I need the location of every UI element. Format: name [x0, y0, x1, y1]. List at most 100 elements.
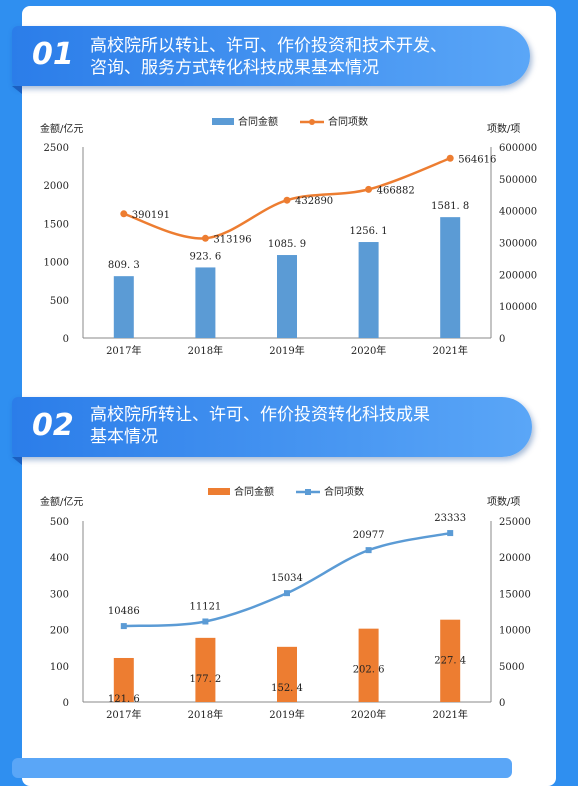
legend-swatch-bar	[212, 118, 234, 125]
legend-label: 合同项数	[328, 115, 368, 128]
legend-swatch-bar	[208, 488, 230, 495]
bar	[358, 242, 379, 338]
section-title-line: 咨询、服务方式转化科技成果基本情况	[90, 58, 379, 78]
right-tick-label: 15000	[499, 589, 531, 600]
section-title-line: 基本情况	[90, 427, 158, 447]
section-number: 01	[32, 37, 74, 72]
line-point	[447, 530, 454, 537]
left-tick-label: 2000	[44, 181, 69, 192]
line-data-label: 564616	[458, 154, 496, 165]
line-point	[283, 196, 291, 204]
right-axis-title: 项数/项	[487, 495, 520, 508]
section-title-line: 高校院所以转让、许可、作价投资和技术开发、	[90, 36, 447, 56]
x-tick-label: 2021年	[432, 708, 467, 721]
bar-data-label: 152. 4	[271, 683, 303, 694]
right-tick-label: 10000	[499, 626, 531, 637]
bar	[440, 619, 461, 702]
right-tick-label: 400000	[499, 207, 537, 218]
left-tick-label: 0	[63, 334, 69, 345]
line-point	[365, 547, 372, 554]
line-data-label: 11121	[189, 601, 221, 612]
right-tick-label: 600000	[499, 143, 537, 154]
bar	[277, 646, 297, 702]
left-tick-label: 1000	[44, 258, 69, 269]
left-tick-label: 0	[63, 698, 69, 709]
bar	[277, 255, 297, 338]
legend-label: 合同项数	[324, 485, 364, 498]
bar	[113, 657, 134, 702]
bar	[440, 217, 461, 338]
right-tick-label: 20000	[499, 553, 531, 564]
x-tick-label: 2021年	[432, 344, 467, 357]
bar-data-label: 809. 3	[108, 260, 140, 271]
x-tick-label: 2020年	[351, 708, 386, 721]
section-title: 高校院所以转让、许可、作价投资和技术开发、 咨询、服务方式转化科技成果基本情况	[90, 35, 447, 79]
line-point	[120, 210, 128, 218]
left-tick-label: 100	[50, 662, 69, 673]
left-tick-label: 500	[50, 296, 69, 307]
banner-fold	[12, 86, 22, 94]
right-tick-label: 5000	[499, 662, 524, 673]
legend-label: 合同金额	[238, 115, 278, 128]
x-tick-label: 2017年	[106, 708, 141, 721]
right-tick-label: 0	[499, 698, 505, 709]
right-tick-label: 200000	[499, 270, 537, 281]
legend-label: 合同金额	[234, 485, 274, 498]
line-data-label: 466882	[377, 185, 415, 196]
line-data-label: 10486	[108, 606, 140, 617]
right-axis-title: 项数/项	[487, 122, 520, 135]
right-tick-label: 100000	[499, 302, 537, 313]
left-axis-title: 金额/亿元	[40, 122, 83, 135]
x-tick-label: 2020年	[351, 344, 386, 357]
bar	[113, 276, 134, 338]
right-tick-label: 25000	[499, 517, 531, 528]
left-tick-label: 300	[50, 589, 69, 600]
x-tick-label: 2019年	[269, 344, 304, 357]
right-tick-label: 0	[499, 334, 505, 345]
bar-data-label: 202. 6	[353, 665, 385, 676]
x-tick-label: 2018年	[188, 708, 223, 721]
line-data-label: 432890	[295, 196, 333, 207]
section-title: 高校院所转让、许可、作价投资转化科技成果 基本情况	[90, 404, 430, 448]
bar	[195, 637, 216, 702]
right-tick-label: 500000	[499, 175, 537, 186]
bar-data-label: 1256. 1	[350, 226, 388, 237]
bar-data-label: 923. 6	[189, 251, 221, 262]
section-title-line: 高校院所转让、许可、作价投资转化科技成果	[90, 405, 430, 425]
x-tick-label: 2018年	[188, 344, 223, 357]
line-data-label: 20977	[353, 530, 385, 541]
section-banner-2: 02 高校院所转让、许可、作价投资转化科技成果 基本情况	[12, 397, 532, 457]
bar-data-label: 1085. 9	[268, 239, 306, 250]
line-point	[284, 590, 290, 597]
line-data-label: 23333	[434, 513, 466, 524]
left-tick-label: 2500	[44, 143, 69, 154]
bar	[195, 267, 216, 338]
legend-marker	[305, 489, 311, 495]
line-point	[365, 185, 373, 193]
line-data-label: 313196	[213, 234, 251, 245]
banner-fold	[12, 457, 22, 465]
bar	[358, 628, 379, 702]
section-banner-1: 01 高校院所以转让、许可、作价投资和技术开发、 咨询、服务方式转化科技成果基本…	[12, 26, 530, 86]
line-point	[202, 618, 209, 625]
section-number: 02	[32, 408, 74, 443]
bar-data-label: 1581. 8	[431, 201, 469, 212]
left-tick-label: 500	[50, 517, 69, 528]
line-point	[201, 234, 209, 242]
x-tick-label: 2019年	[269, 708, 304, 721]
line-point	[120, 623, 127, 630]
line-data-label: 15034	[271, 573, 303, 584]
bar-data-label: 227. 4	[434, 656, 466, 667]
left-tick-label: 1500	[44, 219, 69, 230]
line-data-label: 390191	[132, 210, 170, 221]
right-tick-label: 300000	[499, 239, 537, 250]
bar-data-label: 121. 6	[108, 694, 140, 705]
left-axis-title: 金额/亿元	[40, 495, 83, 508]
x-tick-label: 2017年	[106, 344, 141, 357]
line-point	[446, 154, 454, 162]
charts-canvas: 0500100015002000250001000002000003000004…	[40, 115, 537, 721]
left-tick-label: 400	[50, 553, 69, 564]
bar-data-label: 177. 2	[189, 674, 221, 685]
legend-marker	[309, 119, 315, 125]
left-tick-label: 200	[50, 626, 69, 637]
